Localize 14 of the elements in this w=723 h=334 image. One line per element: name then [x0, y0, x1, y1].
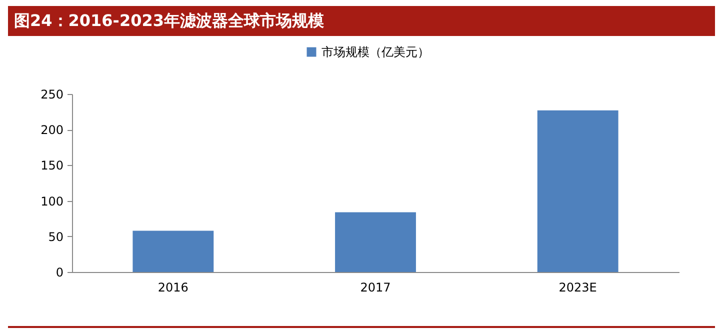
bar [335, 212, 416, 272]
y-tick-label: 100 [40, 194, 64, 208]
bar [537, 110, 618, 272]
y-tick-label: 200 [40, 123, 64, 138]
y-tick-label: 0 [56, 266, 64, 280]
bar [132, 230, 214, 272]
x-tick-label: 2016 [158, 280, 188, 294]
x-tick-label: 2017 [360, 280, 391, 294]
y-tick-label: 150 [40, 158, 64, 173]
legend-label: 市场规模（亿美元） [322, 45, 430, 59]
y-tick-label: 50 [48, 230, 64, 244]
chart-title: 图24：2016-2023年滤波器全球市场规模 [8, 6, 715, 36]
x-tick-label: 2023E [558, 280, 597, 294]
y-tick-label: 250 [40, 88, 64, 102]
